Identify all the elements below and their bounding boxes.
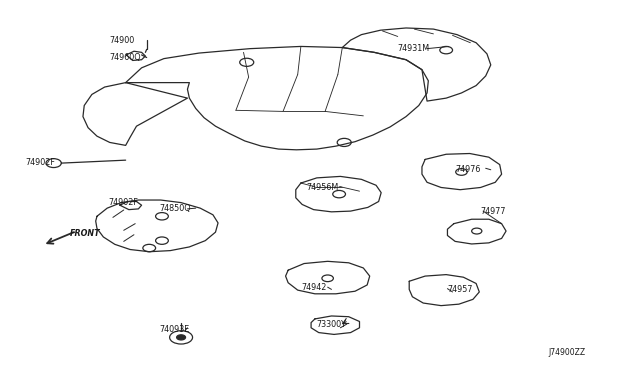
Text: 74977: 74977 — [481, 207, 506, 217]
Text: 74956M: 74956M — [306, 183, 338, 192]
Text: 74093E: 74093E — [159, 325, 189, 334]
Text: 74902F: 74902F — [26, 157, 56, 167]
Text: 74931M: 74931M — [397, 44, 430, 53]
Text: FRONT: FRONT — [70, 230, 101, 238]
Text: 74902F: 74902F — [108, 198, 138, 207]
Text: 74850Q: 74850Q — [159, 204, 191, 214]
Text: 73300Y: 73300Y — [317, 320, 347, 329]
Text: 74942: 74942 — [301, 283, 326, 292]
Text: 74960Q: 74960Q — [109, 53, 141, 62]
Text: 74900: 74900 — [109, 36, 135, 45]
Text: 74976: 74976 — [455, 165, 481, 174]
Text: J74900ZZ: J74900ZZ — [548, 349, 585, 357]
Text: 74957: 74957 — [447, 285, 473, 294]
Circle shape — [177, 335, 186, 340]
